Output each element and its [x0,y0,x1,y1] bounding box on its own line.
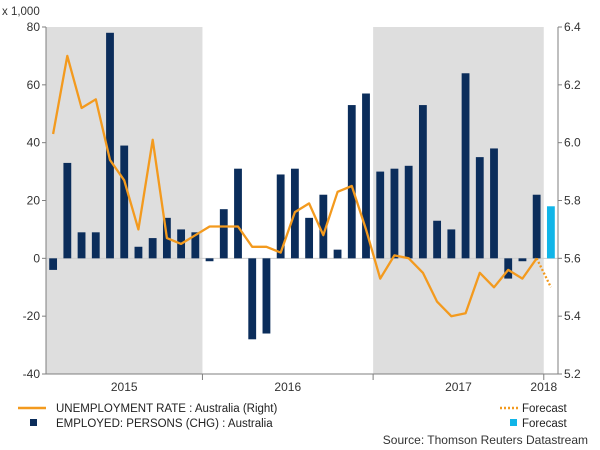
employment-bar [49,258,58,270]
right-tick-label: 5.6 [564,251,581,265]
employment-bar [134,246,143,259]
employment-bar [404,165,413,259]
unemployment-rate-line [51,54,538,318]
employment-bar [333,249,342,259]
employment-bar [248,258,257,340]
left-tick-label: 60 [27,78,41,92]
employment-bar [234,168,242,259]
employment-bar [518,258,527,262]
left-tick-label: 40 [27,136,41,150]
employment-bar [262,258,271,334]
employment-bar [106,32,114,259]
year-label: 2017 [445,380,472,394]
employment-bar [418,105,427,259]
left-tick-label: -20 [23,309,41,323]
employment-bar [447,229,456,259]
legend-forecast-bar-swatch [510,419,517,426]
employment-bar [120,145,129,259]
year-labels: 2015 2016 2017 2018 [111,374,557,394]
employment-bar [63,162,72,259]
employment-bar [532,194,541,259]
legend-forecast-bar-label: Forecast [522,418,568,430]
unemployment-line [51,54,552,318]
left-axis-unit-label: x 1,000 [2,6,40,18]
year-label: 2015 [111,380,138,394]
right-tick-label: 5.4 [564,309,581,323]
employment-bar [433,220,442,259]
left-tick-label: 20 [27,194,41,208]
employment-bar [276,174,285,259]
employment-bar [504,258,513,279]
right-tick-label: 5.8 [564,194,581,208]
employment-bar [91,232,100,259]
legend-bar-label: EMPLOYED: PERSONS (CHG) : Australia [56,418,273,430]
employment-bar [319,194,328,259]
year-label: 2018 [530,380,557,394]
right-tick-label: 6.2 [564,78,581,92]
employment-bar [490,148,498,259]
forecast-line [535,257,552,288]
employment-bar [347,105,356,259]
source-note: Source: Thomson Reuters Datastream [383,433,588,447]
employment-bar [362,93,370,259]
employment-bar [305,217,314,259]
employment-bar [205,258,214,262]
shade-2017 [373,27,544,374]
left-tick-label: 0 [33,251,40,265]
left-tick-label: 80 [27,20,41,34]
employment-bar [475,157,484,259]
employment-bar [219,209,228,259]
right-tick-label: 5.2 [564,367,581,381]
employment-bar [376,171,385,259]
right-axis-ticks: 5.2 5.4 5.6 5.8 6.0 6.2 6.4 [558,20,581,381]
left-axis-ticks: -40 -20 0 20 40 60 80 [23,20,46,381]
legend-forecast-line-label: Forecast [522,403,568,415]
employment-bar [461,73,470,259]
employment-bar [77,232,86,259]
left-tick-label: -40 [23,367,41,381]
forecast-bar [546,206,555,259]
legend-line-label: UNEMPLOYMENT RATE : Australia (Right) [56,403,277,415]
year-shading-bands [46,27,544,374]
right-tick-label: 6.0 [564,136,581,150]
legend-bar-swatch [30,419,37,426]
year-label: 2016 [274,380,301,394]
employment-bar [390,168,399,259]
employment-bar [191,232,200,259]
right-tick-label: 6.4 [564,20,581,34]
employment-bar [148,238,157,259]
